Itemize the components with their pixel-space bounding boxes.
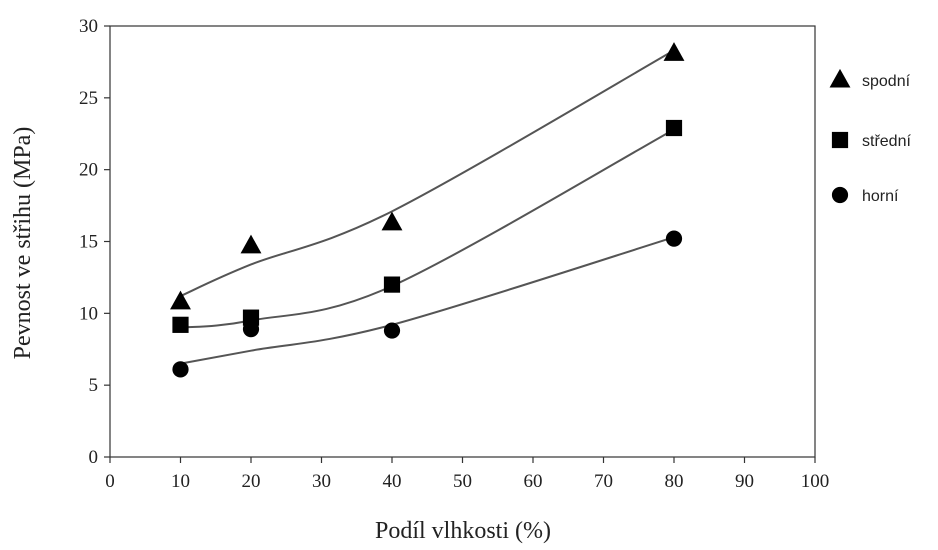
legend-label: spodní bbox=[862, 73, 911, 90]
trend-line-1 bbox=[180, 128, 675, 329]
x-axis-title: Podíl vlhkosti (%) bbox=[375, 518, 551, 544]
data-point-circle bbox=[242, 321, 260, 338]
data-point-square bbox=[665, 119, 683, 137]
x-tick-label: 40 bbox=[383, 471, 402, 492]
data-point-triangle bbox=[170, 290, 191, 310]
data-point-square bbox=[242, 309, 260, 326]
x-tick-label: 90 bbox=[735, 471, 754, 492]
data-point-circle bbox=[383, 322, 401, 339]
legend-triangle-icon bbox=[829, 68, 851, 88]
legend-label: horní bbox=[862, 188, 899, 205]
legend-label: střední bbox=[862, 133, 911, 150]
x-tick-label: 0 bbox=[105, 471, 115, 492]
legend: spodní střední horní bbox=[829, 68, 911, 205]
y-tick-label: 0 bbox=[89, 447, 99, 468]
x-tick-label: 100 bbox=[801, 471, 830, 492]
x-tick-label: 50 bbox=[453, 471, 472, 492]
data-point-circle bbox=[172, 361, 189, 378]
x-tick-label: 30 bbox=[312, 471, 331, 492]
data-point-circle bbox=[665, 230, 683, 247]
x-tick-label: 60 bbox=[524, 471, 543, 492]
trend-lines bbox=[180, 49, 675, 365]
y-tick-label: 10 bbox=[79, 303, 98, 324]
data-point-square bbox=[172, 316, 189, 333]
trend-line-0 bbox=[180, 49, 675, 298]
y-tick-label: 20 bbox=[79, 160, 98, 181]
legend-circle-icon bbox=[831, 186, 849, 204]
x-tick-label: 80 bbox=[665, 471, 684, 492]
y-tick-label: 30 bbox=[79, 16, 98, 37]
data-point-triangle bbox=[240, 234, 262, 254]
y-tick-label: 15 bbox=[79, 232, 98, 253]
legend-square-icon bbox=[831, 131, 849, 149]
tick-labels: 0 10 20 30 40 50 60 70 80 90 100 0 5 10 15 20 25 30 bbox=[79, 16, 829, 492]
x-tick-label: 70 bbox=[594, 471, 613, 492]
data-point-square bbox=[383, 276, 401, 293]
y-tick-label: 25 bbox=[79, 88, 98, 109]
y-axis-title: Pevnost ve střihu (MPa) bbox=[10, 127, 36, 360]
data-point-triangle bbox=[663, 42, 685, 61]
data-point-triangle bbox=[381, 211, 403, 231]
tick-marks bbox=[104, 25, 816, 463]
trend-line-2 bbox=[180, 236, 675, 365]
data-markers bbox=[170, 42, 685, 378]
plot-border bbox=[109, 25, 816, 458]
x-tick-label: 10 bbox=[171, 471, 190, 492]
x-tick-label: 20 bbox=[242, 471, 261, 492]
y-tick-label: 5 bbox=[89, 375, 99, 396]
plot-frame bbox=[109, 25, 816, 458]
